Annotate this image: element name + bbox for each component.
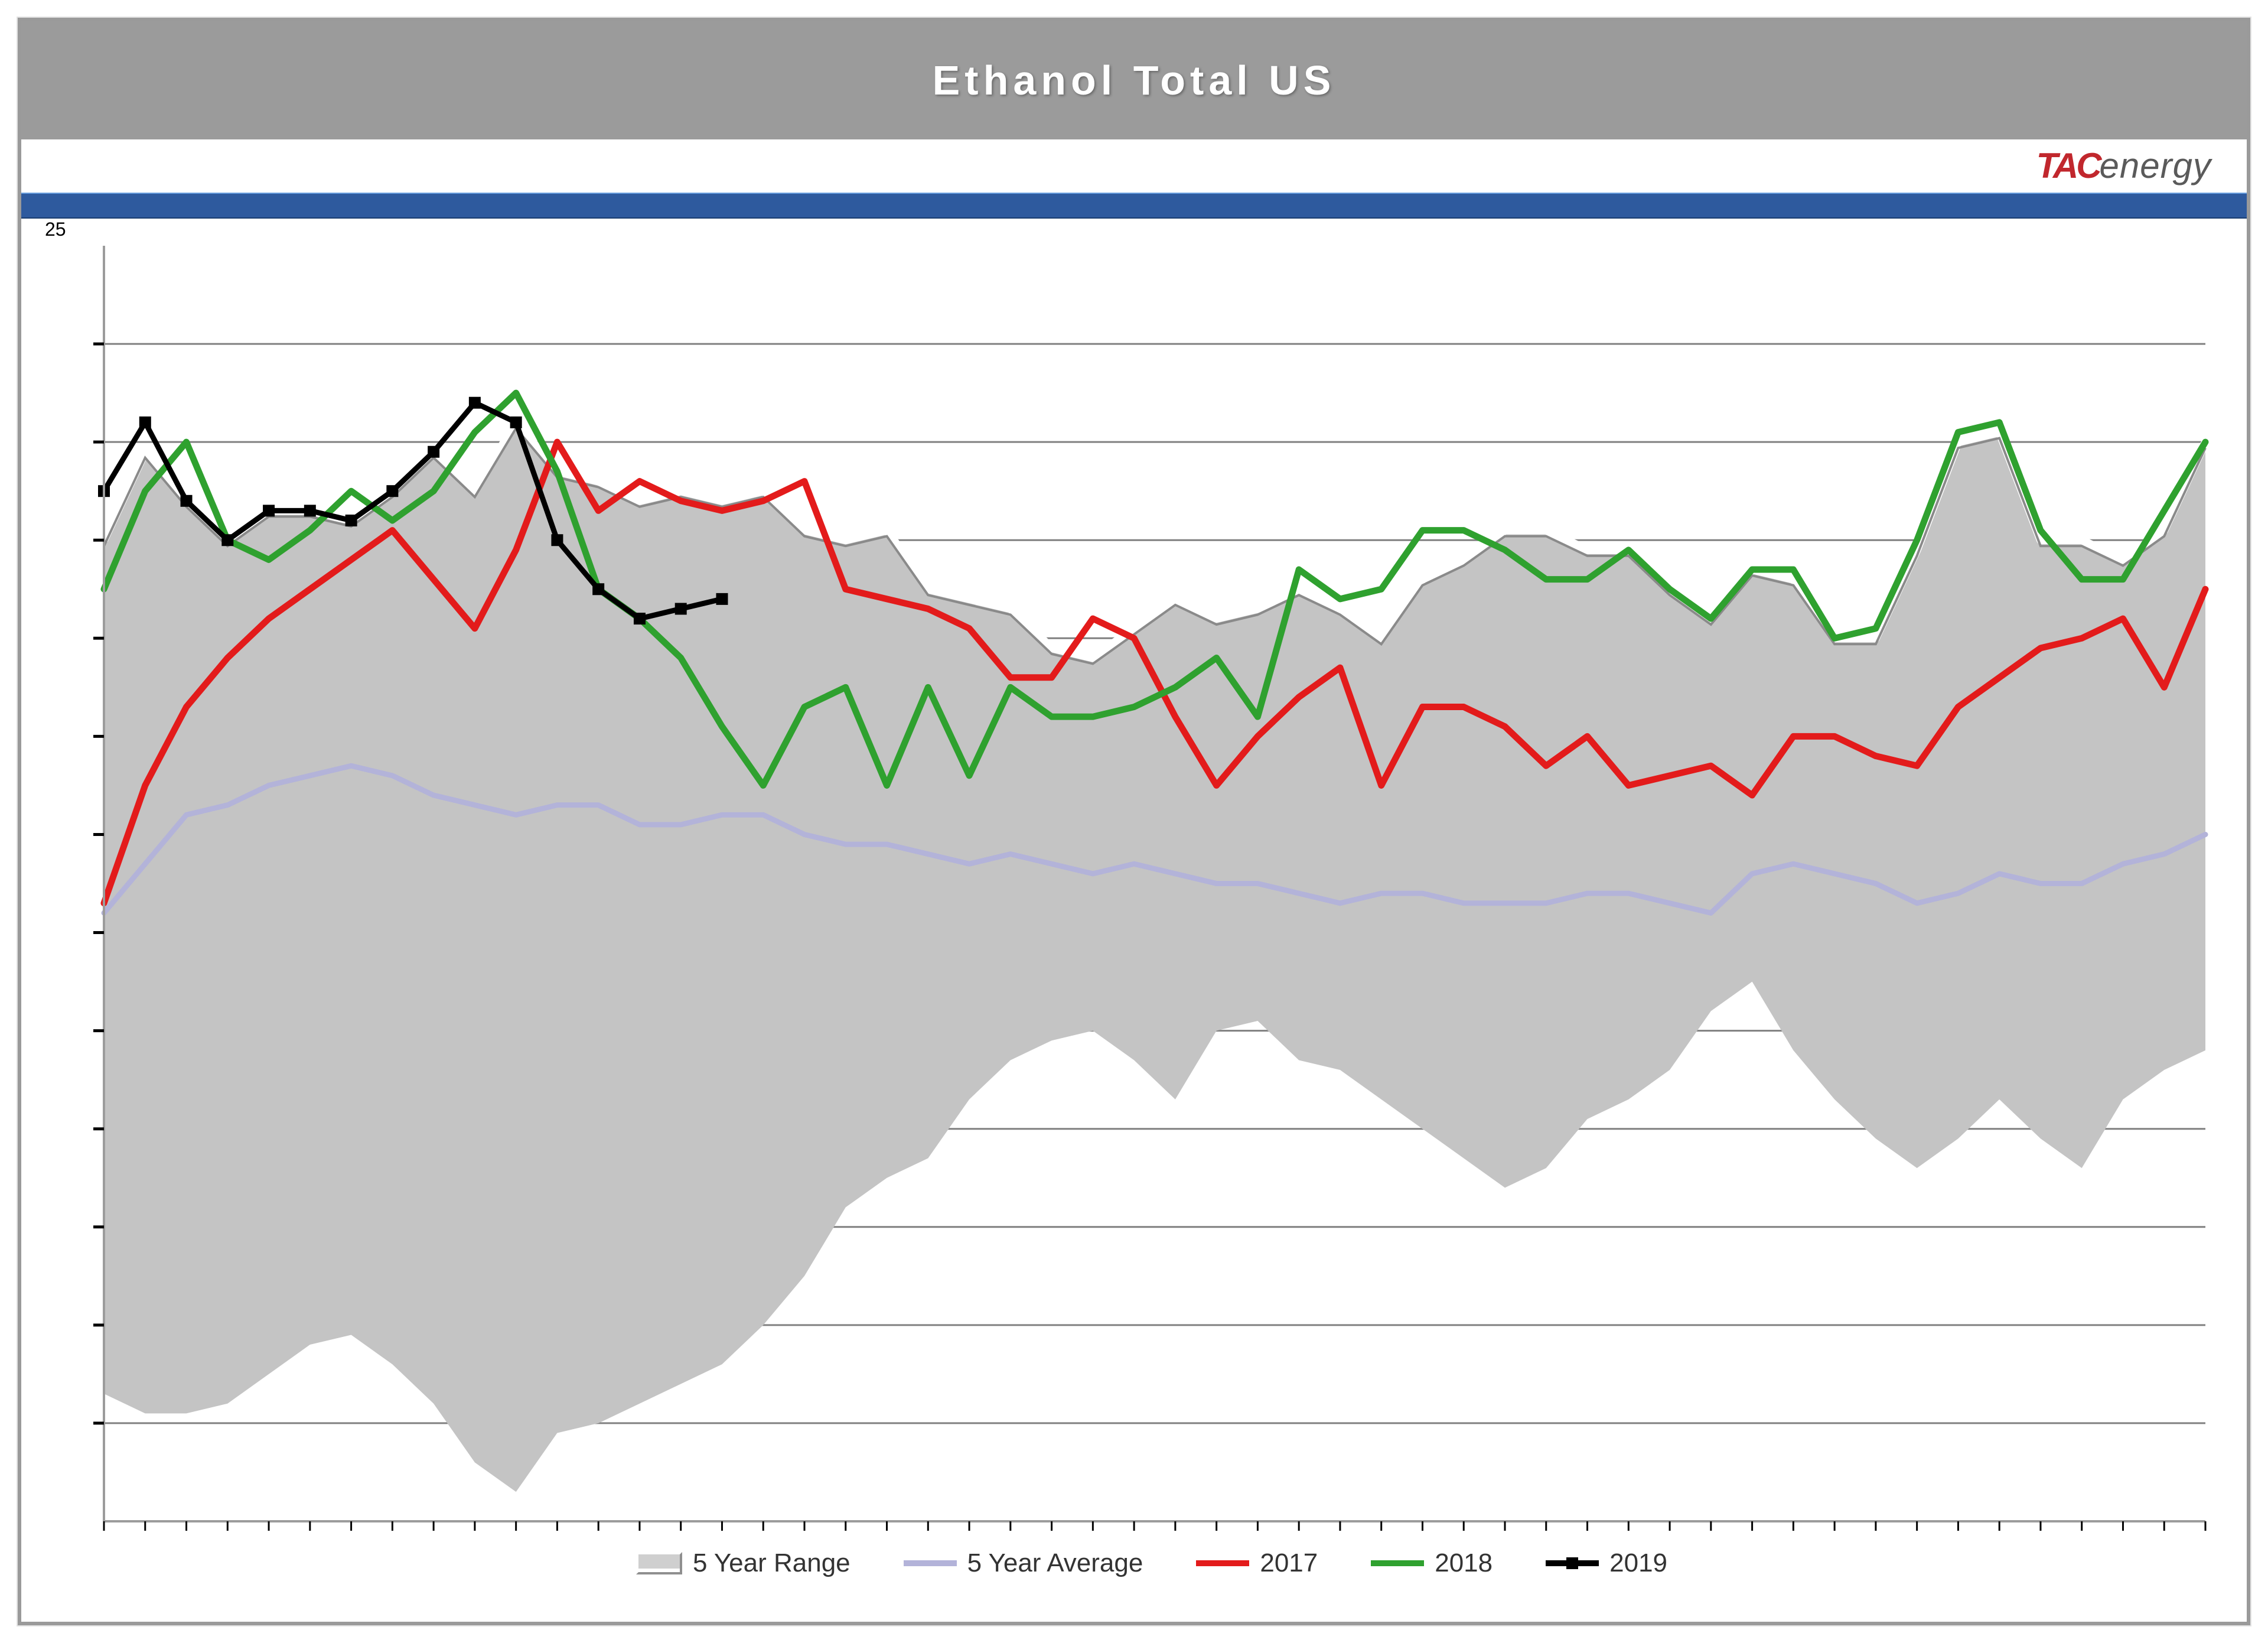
- legend-label-avg: 5 Year Average: [967, 1548, 1143, 1578]
- brand-logo: TACenergy: [2036, 145, 2211, 186]
- legend-item-range: 5 Year Range: [636, 1548, 850, 1578]
- chart-svg: [92, 222, 2211, 1586]
- logo-energy-text: energy: [2100, 146, 2211, 186]
- header-accent-band: [21, 193, 2247, 219]
- chart-title: Ethanol Total US: [933, 57, 1336, 104]
- chart-plot-wrapper: 5 Year Range 5 Year Average 2017 2018 20…: [92, 222, 2211, 1586]
- title-bar: Ethanol Total US: [21, 21, 2247, 139]
- chart-frame: Ethanol Total US TACenergy 25 5 Year Ran…: [18, 18, 2250, 1625]
- y-axis-top-tick-label: 25: [45, 219, 66, 240]
- legend-label-2018: 2018: [1435, 1548, 1493, 1578]
- legend-item-avg: 5 Year Average: [904, 1548, 1143, 1578]
- legend-swatch-2017: [1196, 1560, 1249, 1566]
- legend-item-2017: 2017: [1196, 1548, 1318, 1578]
- legend-label-2019: 2019: [1609, 1548, 1667, 1578]
- legend-label-2017: 2017: [1260, 1548, 1318, 1578]
- legend-swatch-avg: [904, 1560, 957, 1566]
- legend-item-2018: 2018: [1371, 1548, 1493, 1578]
- logo-tac-text: TAC: [2036, 146, 2100, 186]
- legend-swatch-2019: [1546, 1560, 1599, 1566]
- legend-swatch-range: [636, 1552, 682, 1574]
- legend-item-2019: 2019: [1546, 1548, 1667, 1578]
- legend-swatch-2018: [1371, 1560, 1424, 1566]
- legend-label-range: 5 Year Range: [693, 1548, 850, 1578]
- chart-legend: 5 Year Range 5 Year Average 2017 2018 20…: [92, 1548, 2211, 1578]
